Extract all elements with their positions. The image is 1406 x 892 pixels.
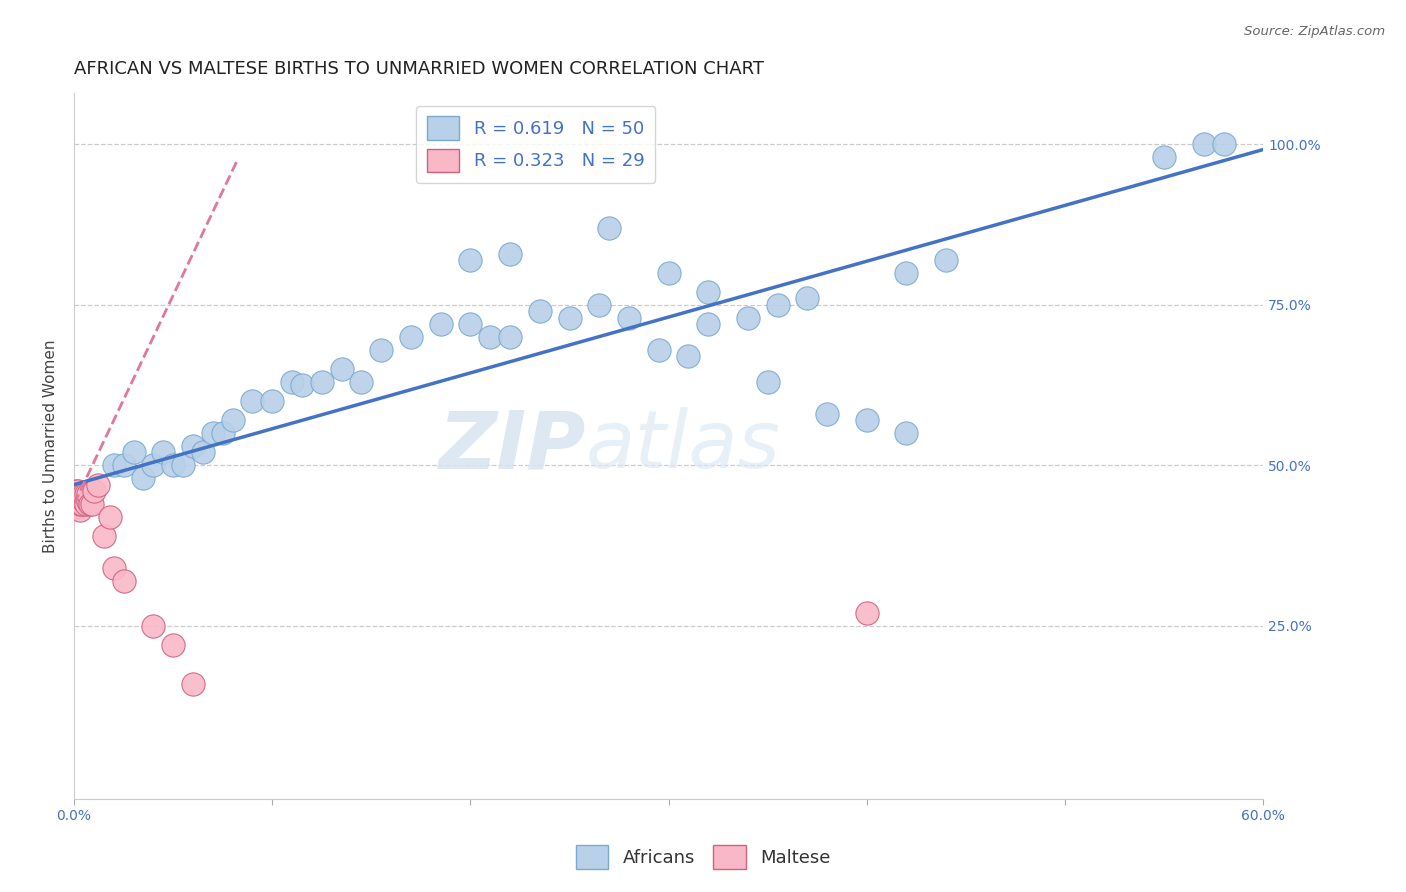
- Point: [65, 483, 87, 498]
- Point: [588, 298, 610, 312]
- Point: [75, 487, 97, 501]
- Point: [262, 394, 284, 409]
- Point: [112, 574, 135, 588]
- Point: [152, 445, 174, 459]
- Point: [460, 317, 482, 331]
- Point: [70, 497, 93, 511]
- Text: Source: ZipAtlas.com: Source: ZipAtlas.com: [1244, 25, 1385, 38]
- Text: AFRICAN VS MALTESE BIRTHS TO UNMARRIED WOMEN CORRELATION CHART: AFRICAN VS MALTESE BIRTHS TO UNMARRIED W…: [75, 60, 763, 78]
- Point: [191, 445, 214, 459]
- Point: [460, 252, 482, 267]
- Point: [935, 252, 957, 267]
- Point: [697, 285, 720, 299]
- Point: [815, 407, 838, 421]
- Point: [122, 445, 145, 459]
- Point: [211, 426, 233, 441]
- Legend: R = 0.619   N = 50, R = 0.323   N = 29: R = 0.619 N = 50, R = 0.323 N = 29: [416, 105, 655, 183]
- Point: [69, 497, 91, 511]
- Point: [65, 497, 87, 511]
- Point: [281, 375, 304, 389]
- Point: [79, 497, 101, 511]
- Point: [132, 471, 155, 485]
- Point: [1212, 137, 1234, 152]
- Point: [75, 497, 97, 511]
- Point: [856, 606, 879, 620]
- Point: [181, 676, 204, 690]
- Point: [65, 491, 87, 505]
- Point: [70, 487, 93, 501]
- Point: [201, 426, 224, 441]
- Point: [648, 343, 671, 357]
- Point: [162, 458, 184, 473]
- Point: [678, 349, 700, 363]
- Point: [529, 304, 551, 318]
- Point: [737, 310, 759, 325]
- Point: [330, 362, 353, 376]
- Legend: Africans, Maltese: Africans, Maltese: [568, 838, 838, 876]
- Point: [796, 292, 818, 306]
- Point: [103, 458, 125, 473]
- Point: [291, 378, 314, 392]
- Point: [69, 503, 91, 517]
- Point: [142, 619, 165, 633]
- Point: [77, 493, 100, 508]
- Point: [856, 413, 879, 427]
- Point: [67, 491, 90, 505]
- Point: [1153, 150, 1175, 164]
- Y-axis label: Births to Unmarried Women: Births to Unmarried Women: [44, 339, 58, 553]
- Point: [766, 298, 789, 312]
- Point: [172, 458, 194, 473]
- Point: [83, 483, 105, 498]
- Point: [80, 497, 103, 511]
- Point: [112, 458, 135, 473]
- Point: [142, 458, 165, 473]
- Point: [350, 375, 373, 389]
- Point: [697, 317, 720, 331]
- Point: [896, 266, 918, 280]
- Point: [98, 509, 121, 524]
- Point: [399, 330, 422, 344]
- Point: [658, 266, 681, 280]
- Point: [1192, 137, 1215, 152]
- Point: [221, 413, 243, 427]
- Text: ZIP: ZIP: [439, 407, 585, 485]
- Text: atlas: atlas: [585, 407, 780, 485]
- Point: [181, 439, 204, 453]
- Point: [93, 529, 115, 543]
- Point: [370, 343, 392, 357]
- Point: [499, 246, 522, 260]
- Point: [77, 487, 100, 501]
- Point: [558, 310, 581, 325]
- Point: [499, 330, 522, 344]
- Point: [598, 220, 620, 235]
- Point: [429, 317, 451, 331]
- Point: [162, 638, 184, 652]
- Point: [73, 487, 96, 501]
- Point: [87, 477, 110, 491]
- Point: [617, 310, 640, 325]
- Point: [73, 493, 96, 508]
- Point: [103, 561, 125, 575]
- Point: [311, 375, 333, 389]
- Point: [896, 426, 918, 441]
- Point: [756, 375, 779, 389]
- Point: [479, 330, 502, 344]
- Point: [67, 500, 90, 514]
- Point: [242, 394, 264, 409]
- Point: [69, 487, 91, 501]
- Point: [67, 483, 90, 498]
